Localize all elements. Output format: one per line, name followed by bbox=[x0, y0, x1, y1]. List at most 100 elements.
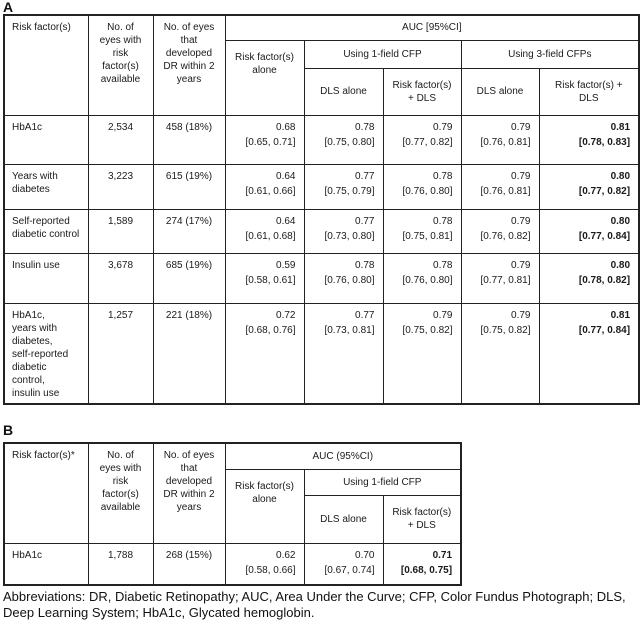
auc-ci: [0.73, 0.80] bbox=[324, 230, 375, 242]
panel-b-table: Risk factor(s)* No. of eyes with risk fa… bbox=[3, 442, 463, 586]
auc-ci: [0.76, 0.82] bbox=[480, 230, 531, 242]
abbreviations-footnote: Abbreviations: DR, Diabetic Retinopathy;… bbox=[3, 589, 626, 620]
table-row: HbA1c 2,534 458 (18%) 0.68 [0.65, 0.71] 0… bbox=[3, 114, 640, 165]
auc-ci: [0.75, 0.79] bbox=[324, 185, 375, 197]
table-row: Self-reported diabetic control 1,589 274… bbox=[3, 208, 640, 254]
header-1field-group: Using 1-field CFP bbox=[303, 39, 462, 69]
table-row: Years with diabetes 3,223 615 (19%) 0.64… bbox=[3, 163, 640, 210]
cell-dr-developed: 458 (18%) bbox=[152, 114, 226, 165]
cell-auc-1field-rf-dls: 0.78 [0.76, 0.80] bbox=[382, 163, 462, 210]
auc-value: 0.81 bbox=[610, 309, 631, 321]
header-risk-alone: Risk factor(s) alone bbox=[224, 39, 305, 116]
cell-auc-risk-alone: 0.62 [0.58, 0.66] bbox=[224, 542, 305, 586]
auc-ci: [0.67, 0.74] bbox=[324, 564, 375, 576]
cell-auc-3field-dls: 0.79 [0.76, 0.81] bbox=[460, 114, 540, 165]
auc-ci: [0.68, 0.75] bbox=[400, 564, 453, 576]
cell-eyes-available: 3,678 bbox=[87, 252, 154, 304]
table-row: Insulin use 3,678 685 (19%) 0.59 [0.58, 0… bbox=[3, 252, 640, 304]
auc-ci: [0.77, 0.84] bbox=[578, 324, 631, 336]
header-eyes-available: No. of eyes with risk factor(s) availabl… bbox=[87, 14, 154, 116]
auc-value: 0.79 bbox=[511, 309, 531, 321]
cell-risk-factor: HbA1c bbox=[3, 542, 89, 586]
header-risk-factors: Risk factor(s) bbox=[3, 14, 89, 116]
cell-auc-risk-alone: 0.59 [0.58, 0.61] bbox=[224, 252, 305, 304]
auc-value: 0.77 bbox=[355, 215, 375, 227]
cell-auc-3field-rf-dls: 0.81 [0.77, 0.84] bbox=[538, 302, 640, 405]
auc-value: 0.77 bbox=[355, 170, 375, 182]
auc-value: 0.77 bbox=[355, 309, 375, 321]
cell-auc-3field-rf-dls: 0.80 [0.78, 0.82] bbox=[538, 252, 640, 304]
cell-auc-1field-dls: 0.78 [0.75, 0.80] bbox=[303, 114, 384, 165]
auc-value: 0.64 bbox=[276, 215, 296, 227]
auc-value: 0.64 bbox=[276, 170, 296, 182]
auc-value: 0.78 bbox=[433, 259, 453, 271]
header-dr-developed: No. of eyes that developed DR within 2 y… bbox=[152, 14, 226, 116]
cell-auc-risk-alone: 0.68 [0.65, 0.71] bbox=[224, 114, 305, 165]
cell-auc-1field-rf-dls: 0.78 [0.76, 0.80] bbox=[382, 252, 462, 304]
cell-dr-developed: 615 (19%) bbox=[152, 163, 226, 210]
cell-risk-factor: Years with diabetes bbox=[3, 163, 89, 210]
auc-value: 0.79 bbox=[511, 259, 531, 271]
auc-ci: [0.76, 0.81] bbox=[480, 185, 531, 197]
header-auc-title: AUC [95%CI] bbox=[224, 14, 640, 41]
header-3field-dls-alone: DLS alone bbox=[460, 67, 540, 116]
header-eyes-available: No. of eyes with risk factor(s) availabl… bbox=[87, 442, 154, 544]
header-dr-developed: No. of eyes that developed DR within 2 y… bbox=[152, 442, 226, 544]
cell-risk-factor: HbA1c, years with diabetes, self-reporte… bbox=[3, 302, 89, 405]
auc-ci: [0.77, 0.81] bbox=[480, 274, 531, 286]
cell-auc-risk-alone: 0.64 [0.61, 0.68] bbox=[224, 208, 305, 254]
auc-value: 0.68 bbox=[276, 121, 296, 133]
auc-ci: [0.75, 0.80] bbox=[324, 136, 375, 148]
table-row: HbA1c, years with diabetes, self-reporte… bbox=[3, 302, 640, 405]
header-3field-group: Using 3-field CFPs bbox=[460, 39, 640, 69]
cell-auc-3field-rf-dls: 0.81 [0.78, 0.83] bbox=[538, 114, 640, 165]
panel-a-label: A bbox=[3, 0, 14, 15]
cell-eyes-available: 3,223 bbox=[87, 163, 154, 210]
auc-value: 0.59 bbox=[276, 259, 296, 271]
auc-value: 0.70 bbox=[355, 549, 375, 561]
header-1field-dls-alone: DLS alone bbox=[303, 494, 384, 544]
auc-value: 0.78 bbox=[433, 170, 453, 182]
cell-auc-1field-dls: 0.78 [0.76, 0.80] bbox=[303, 252, 384, 304]
auc-ci: [0.76, 0.80] bbox=[402, 185, 453, 197]
auc-value: 0.78 bbox=[433, 215, 453, 227]
auc-ci: [0.68, 0.76] bbox=[245, 324, 296, 336]
cell-auc-1field-dls: 0.77 [0.75, 0.79] bbox=[303, 163, 384, 210]
auc-value: 0.79 bbox=[433, 121, 453, 133]
cell-auc-1field-rf-dls: 0.71 [0.68, 0.75] bbox=[382, 542, 462, 586]
auc-value: 0.80 bbox=[610, 215, 631, 227]
header-risk-factors: Risk factor(s)* bbox=[3, 442, 89, 544]
cell-auc-1field-dls: 0.77 [0.73, 0.81] bbox=[303, 302, 384, 405]
auc-value: 0.80 bbox=[610, 170, 631, 182]
header-1field-rf-dls: Risk factor(s) + DLS bbox=[382, 67, 462, 116]
auc-ci: [0.75, 0.81] bbox=[402, 230, 453, 242]
auc-value: 0.79 bbox=[433, 309, 453, 321]
cell-auc-3field-dls: 0.79 [0.75, 0.82] bbox=[460, 302, 540, 405]
cell-auc-1field-dls: 0.77 [0.73, 0.80] bbox=[303, 208, 384, 254]
auc-value: 0.80 bbox=[610, 259, 631, 271]
header-1field-dls-alone: DLS alone bbox=[303, 67, 384, 116]
auc-ci: [0.73, 0.81] bbox=[324, 324, 375, 336]
auc-ci: [0.76, 0.80] bbox=[324, 274, 375, 286]
auc-ci: [0.61, 0.66] bbox=[245, 185, 296, 197]
auc-ci: [0.58, 0.61] bbox=[245, 274, 296, 286]
cell-auc-3field-rf-dls: 0.80 [0.77, 0.82] bbox=[538, 163, 640, 210]
cell-auc-3field-dls: 0.79 [0.76, 0.82] bbox=[460, 208, 540, 254]
auc-ci: [0.61, 0.68] bbox=[245, 230, 296, 242]
cell-risk-factor: Self-reported diabetic control bbox=[3, 208, 89, 254]
cell-auc-3field-dls: 0.79 [0.76, 0.81] bbox=[460, 163, 540, 210]
auc-ci: [0.77, 0.84] bbox=[578, 230, 631, 242]
auc-value: 0.79 bbox=[511, 170, 531, 182]
auc-ci: [0.78, 0.83] bbox=[578, 136, 631, 148]
auc-value: 0.79 bbox=[511, 121, 531, 133]
header-auc-title: AUC (95%CI) bbox=[224, 442, 462, 470]
auc-ci: [0.78, 0.82] bbox=[578, 274, 631, 286]
cell-auc-1field-rf-dls: 0.79 [0.77, 0.82] bbox=[382, 114, 462, 165]
cell-dr-developed: 221 (18%) bbox=[152, 302, 226, 405]
auc-value: 0.79 bbox=[511, 215, 531, 227]
cell-dr-developed: 685 (19%) bbox=[152, 252, 226, 304]
auc-value: 0.81 bbox=[610, 121, 631, 133]
cell-eyes-available: 1,257 bbox=[87, 302, 154, 405]
cell-risk-factor: Insulin use bbox=[3, 252, 89, 304]
auc-ci: [0.75, 0.82] bbox=[402, 324, 453, 336]
